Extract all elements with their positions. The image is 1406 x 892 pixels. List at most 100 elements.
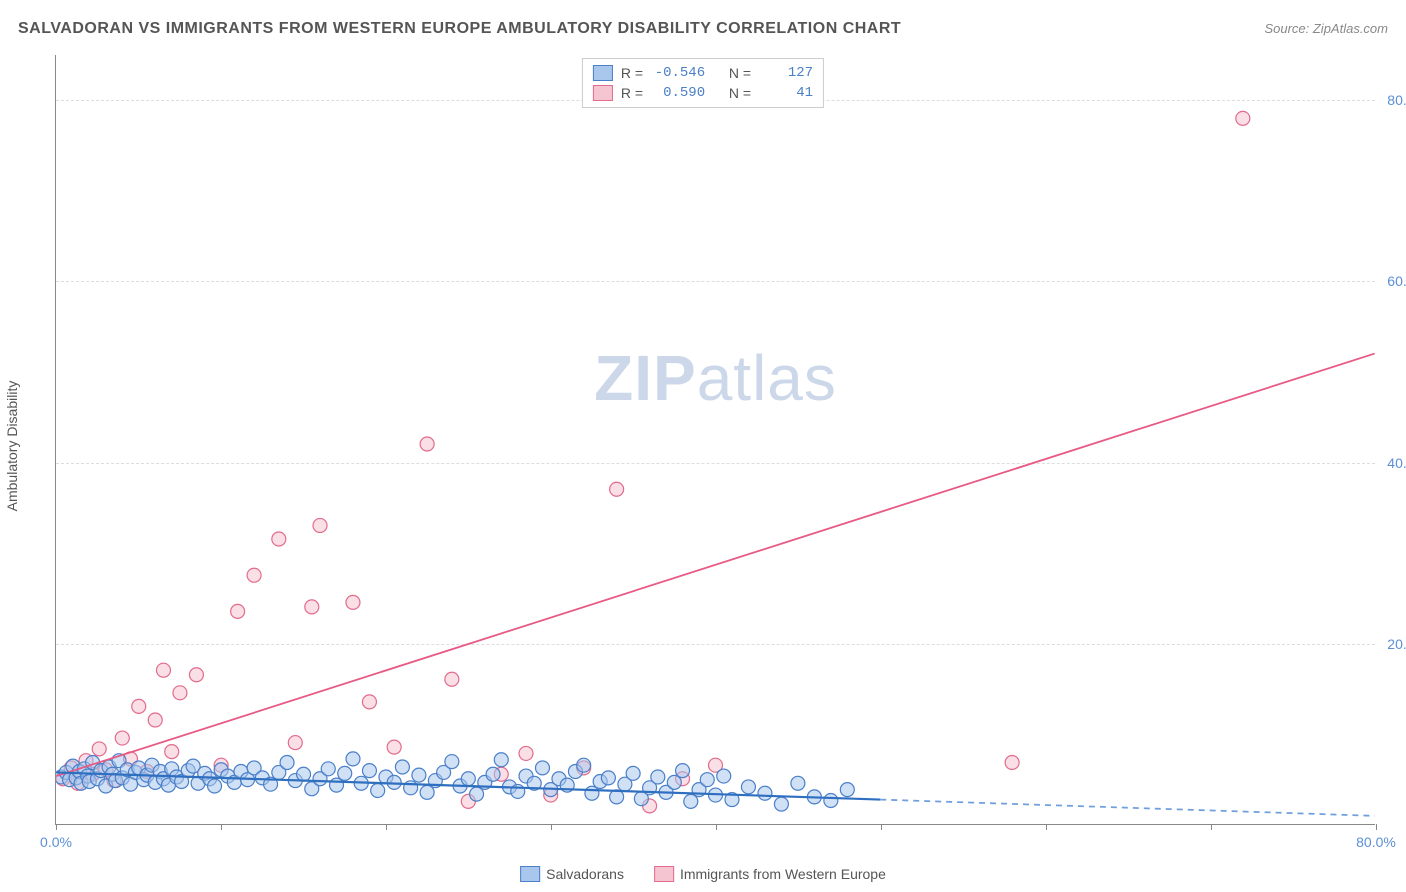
- data-point: [189, 668, 203, 682]
- trend-line-extrapolated: [880, 800, 1374, 816]
- y-tick-label: 20.0%: [1379, 636, 1406, 652]
- swatch-series-2: [593, 85, 613, 101]
- data-point: [577, 758, 591, 772]
- data-point: [420, 785, 434, 799]
- data-point: [115, 731, 129, 745]
- data-point: [132, 699, 146, 713]
- r-label: R =: [621, 65, 643, 81]
- x-tick: [56, 824, 57, 830]
- data-point: [395, 760, 409, 774]
- data-point: [231, 604, 245, 618]
- data-point: [412, 768, 426, 782]
- n-label: N =: [729, 85, 751, 101]
- source-name: ZipAtlas.com: [1313, 21, 1388, 36]
- data-point: [321, 762, 335, 776]
- data-point: [288, 736, 302, 750]
- y-tick-label: 60.0%: [1379, 273, 1406, 289]
- data-point: [272, 532, 286, 546]
- data-point: [758, 786, 772, 800]
- y-axis-label: Ambulatory Disability: [4, 381, 20, 512]
- data-point: [247, 568, 261, 582]
- data-point: [519, 746, 533, 760]
- n-value-1: 127: [759, 65, 813, 81]
- data-point: [445, 755, 459, 769]
- data-point: [346, 595, 360, 609]
- data-point: [610, 482, 624, 496]
- data-point: [774, 797, 788, 811]
- x-tick: [551, 824, 552, 830]
- data-point: [156, 663, 170, 677]
- r-label: R =: [621, 85, 643, 101]
- data-point: [362, 695, 376, 709]
- data-point: [667, 775, 681, 789]
- correlation-legend: R = -0.546 N = 127 R = 0.590 N = 41: [582, 58, 824, 108]
- y-tick-label: 80.0%: [1379, 92, 1406, 108]
- x-tick-label: 0.0%: [40, 834, 72, 850]
- data-point: [173, 686, 187, 700]
- data-point: [92, 742, 106, 756]
- data-point: [338, 766, 352, 780]
- data-point: [148, 713, 162, 727]
- y-tick-label: 40.0%: [1379, 455, 1406, 471]
- legend-item-series-1: Salvadorans: [520, 866, 624, 882]
- series-legend: Salvadorans Immigrants from Western Euro…: [520, 866, 886, 882]
- data-point: [840, 783, 854, 797]
- plot-svg: [56, 55, 1375, 824]
- data-point: [208, 779, 222, 793]
- n-label: N =: [729, 65, 751, 81]
- data-point: [305, 600, 319, 614]
- data-point: [585, 786, 599, 800]
- x-tick: [881, 824, 882, 830]
- data-point: [535, 761, 549, 775]
- data-point: [684, 794, 698, 808]
- data-point: [1005, 755, 1019, 769]
- x-tick: [386, 824, 387, 830]
- title-bar: SALVADORAN VS IMMIGRANTS FROM WESTERN EU…: [18, 20, 1388, 38]
- chart-title: SALVADORAN VS IMMIGRANTS FROM WESTERN EU…: [18, 20, 901, 38]
- data-point: [486, 767, 500, 781]
- r-value-1: -0.546: [651, 65, 705, 81]
- data-point: [362, 764, 376, 778]
- r-value-2: 0.590: [651, 85, 705, 101]
- data-point: [626, 766, 640, 780]
- data-point: [676, 764, 690, 778]
- x-tick: [221, 824, 222, 830]
- source-prefix: Source:: [1264, 21, 1312, 36]
- data-point: [1236, 111, 1250, 125]
- data-point: [741, 780, 755, 794]
- x-tick: [1211, 824, 1212, 830]
- x-tick: [1046, 824, 1047, 830]
- data-point: [445, 672, 459, 686]
- data-point: [601, 771, 615, 785]
- n-value-2: 41: [759, 85, 813, 101]
- legend-row-series-2: R = 0.590 N = 41: [593, 83, 813, 103]
- scatter-plot: ZIPatlas 20.0%40.0%60.0%80.0%0.0%80.0%: [55, 55, 1375, 825]
- data-point: [700, 773, 714, 787]
- data-point: [420, 437, 434, 451]
- data-point: [494, 753, 508, 767]
- data-point: [824, 793, 838, 807]
- data-point: [313, 518, 327, 532]
- x-tick: [716, 824, 717, 830]
- data-point: [280, 755, 294, 769]
- data-point: [461, 772, 475, 786]
- legend-row-series-1: R = -0.546 N = 127: [593, 63, 813, 83]
- data-point: [330, 778, 344, 792]
- x-tick-label: 80.0%: [1356, 834, 1396, 850]
- source-attribution: Source: ZipAtlas.com: [1264, 21, 1388, 36]
- trend-line: [56, 354, 1374, 776]
- x-tick: [1376, 824, 1377, 830]
- legend-item-series-2: Immigrants from Western Europe: [654, 866, 886, 882]
- swatch-series-1: [593, 65, 613, 81]
- data-point: [470, 787, 484, 801]
- data-point: [791, 776, 805, 790]
- data-point: [371, 784, 385, 798]
- swatch-series-2: [654, 866, 674, 882]
- data-point: [165, 745, 179, 759]
- legend-label-1: Salvadorans: [546, 866, 624, 882]
- data-point: [297, 767, 311, 781]
- data-point: [651, 770, 665, 784]
- data-point: [717, 769, 731, 783]
- swatch-series-1: [520, 866, 540, 882]
- data-point: [346, 752, 360, 766]
